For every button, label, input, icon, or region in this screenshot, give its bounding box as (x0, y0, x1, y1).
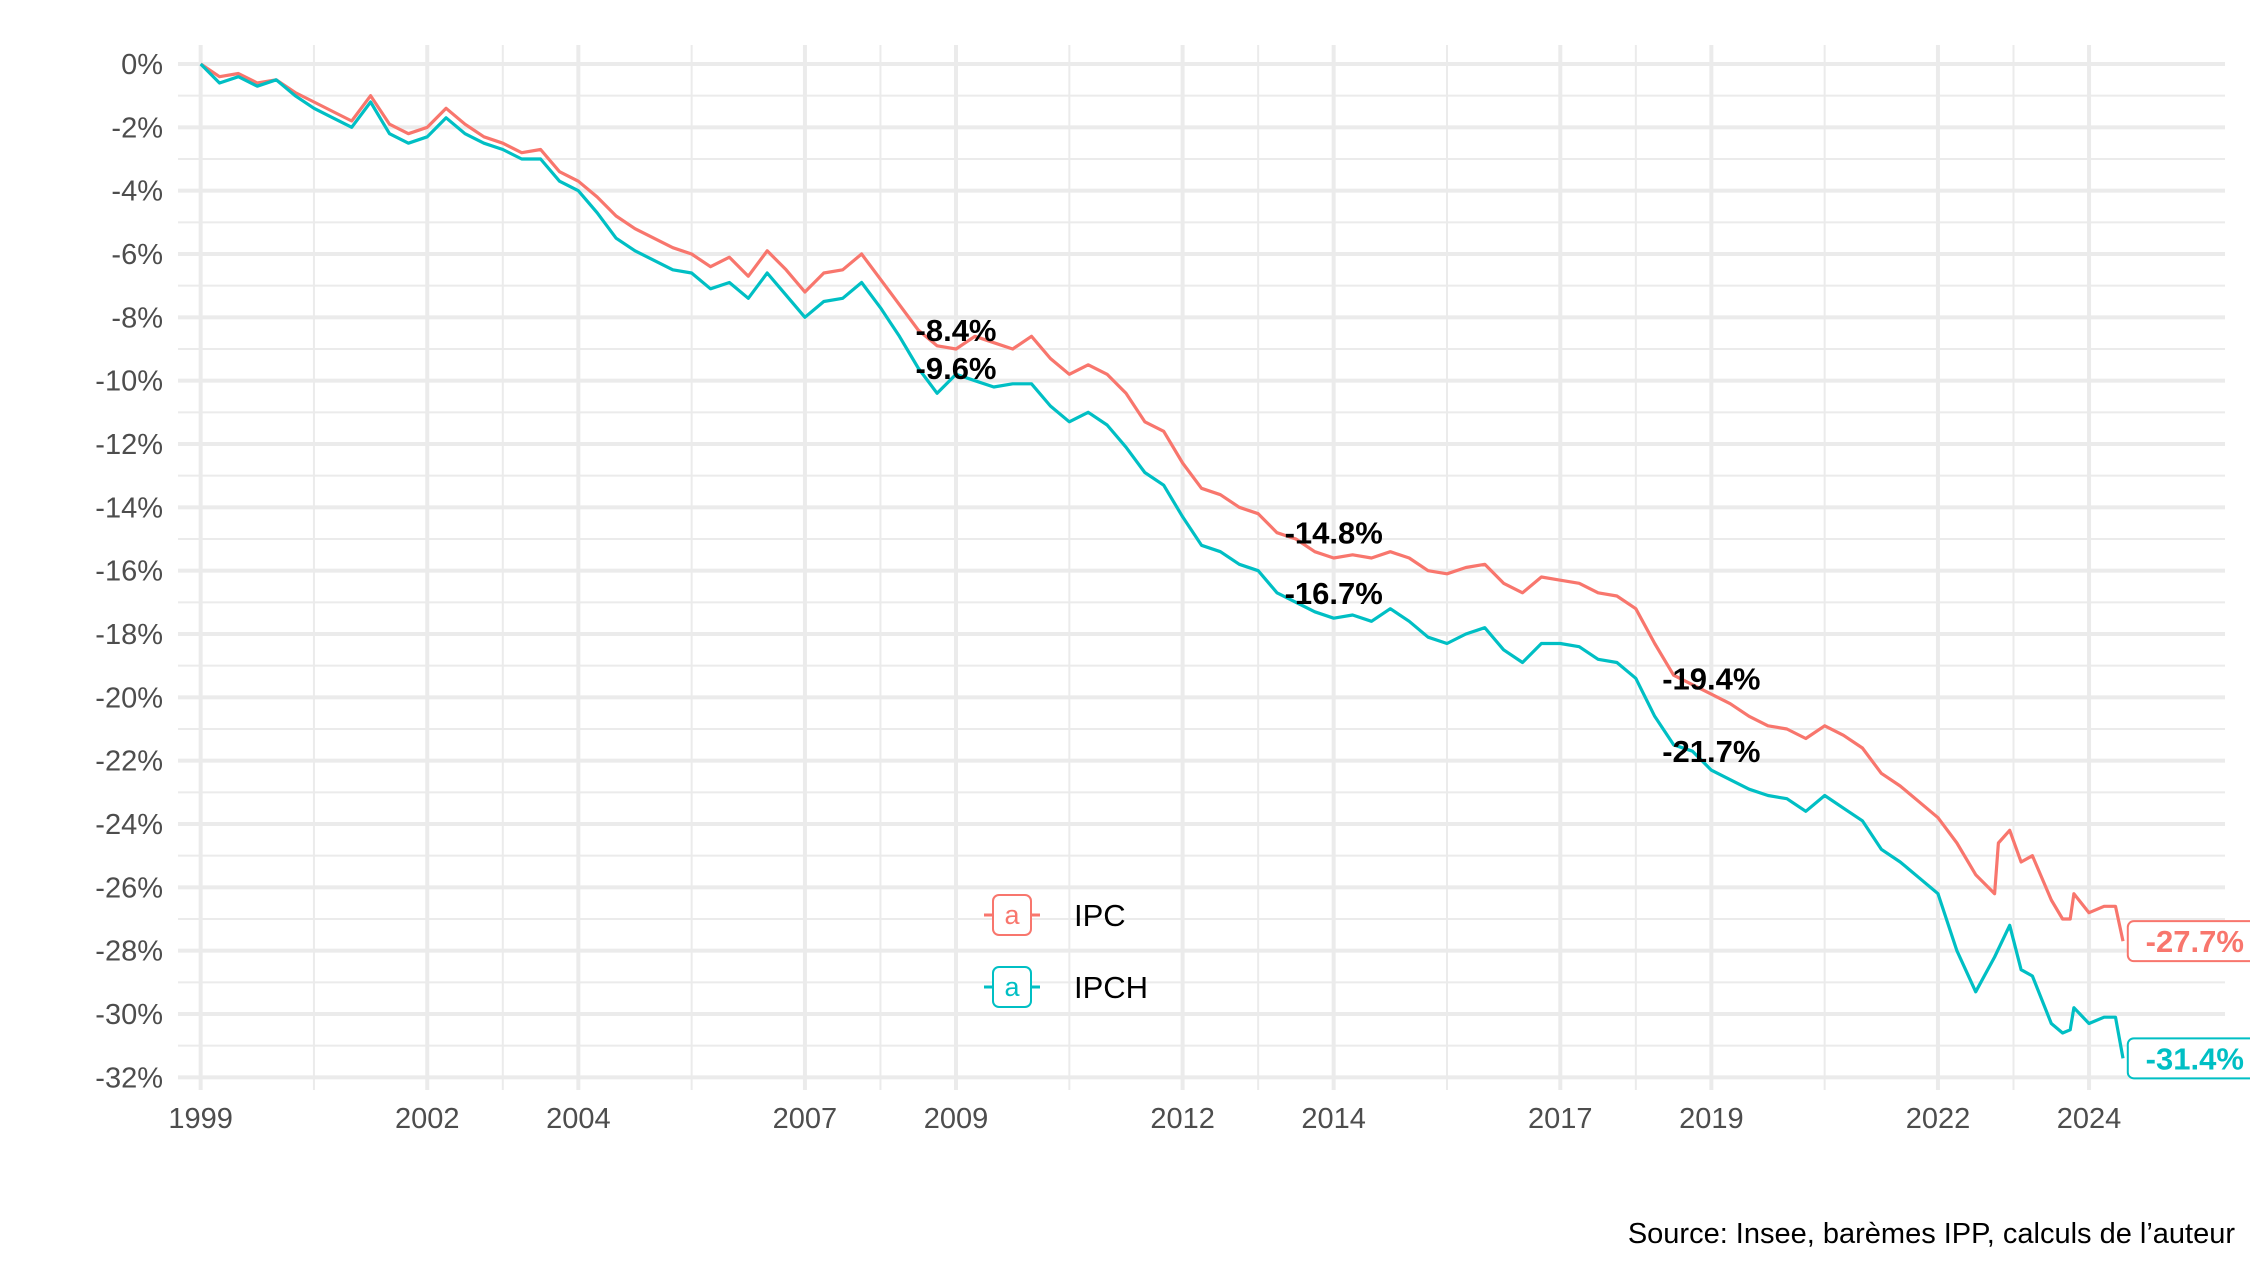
x-tick-label: 2014 (1301, 1103, 1366, 1135)
y-tick-label: -32% (95, 1062, 163, 1094)
x-tick-label: 2002 (395, 1103, 460, 1135)
x-tick-label: 2012 (1150, 1103, 1215, 1135)
end-label-ipch: -31.4% (2146, 1041, 2244, 1076)
y-tick-label: -16% (95, 556, 163, 588)
gridlines (178, 45, 2225, 1090)
y-tick-label: -14% (95, 492, 163, 524)
annotation-label: -8.4% (916, 313, 997, 348)
chart-caption: Source: Insee, barèmes IPP, calculs de l… (1628, 1218, 2236, 1250)
x-tick-label: 2022 (1906, 1103, 1971, 1135)
x-tick-label: 2017 (1528, 1103, 1593, 1135)
legend-key-box (992, 966, 1032, 1008)
series-line-ipch (199, 62, 2125, 1059)
end-label-ipc: -27.7% (2146, 924, 2244, 959)
y-tick-label: -10% (95, 366, 163, 398)
x-tick-label: 2019 (1679, 1103, 1744, 1135)
y-axis: 0% -2% -4% -6% -8% -10% -12% -14% -16% -18% -20% -2… (95, 49, 163, 1094)
y-tick-label: -20% (95, 682, 163, 714)
legend-key-box (992, 894, 1032, 936)
legend-label-ipc: IPC (1074, 898, 1126, 933)
y-tick-label: 0% (121, 49, 163, 81)
annotation-label: -21.7% (1662, 734, 1760, 769)
x-tick-label: 2004 (546, 1103, 611, 1135)
y-tick-label: -26% (95, 872, 163, 904)
y-tick-label: -2% (111, 112, 163, 144)
end-label-box (2126, 1037, 2250, 1080)
x-tick-label: 2007 (773, 1103, 838, 1135)
series-line-ipc (199, 62, 2125, 942)
end-label-box (2126, 920, 2250, 963)
annotation-label: -16.7% (1285, 576, 1383, 611)
y-tick-label: -22% (95, 746, 163, 778)
legend: a IPC a IPCH (984, 894, 1148, 1008)
x-tick-label: 2009 (924, 1103, 989, 1135)
x-axis: 1999 2002 2004 2007 2009 2012 2014 2017 2019 2022… (168, 1103, 2121, 1135)
series-lines (199, 62, 2125, 1059)
annotations: -8.4%-9.6% -14.8% -16.7% -19.4% -21.7% (916, 313, 1761, 769)
y-tick-label: -24% (95, 809, 163, 841)
y-tick-label: -8% (111, 302, 163, 334)
end-labels: -27.7% -31.4% (2126, 920, 2250, 1080)
y-tick-label: -18% (95, 619, 163, 651)
annotation-label: -9.6% (916, 351, 997, 386)
annotation-label: -19.4% (1662, 661, 1760, 696)
y-tick-label: -28% (95, 936, 163, 968)
legend-key-glyph: a (1004, 972, 1020, 1002)
y-tick-label: -30% (95, 999, 163, 1031)
legend-label-ipch: IPCH (1074, 970, 1148, 1005)
y-tick-label: -4% (111, 176, 163, 208)
x-tick-label: 2024 (2057, 1103, 2122, 1135)
y-tick-label: -6% (111, 239, 163, 271)
x-tick-label: 1999 (168, 1103, 233, 1135)
legend-key-glyph: a (1004, 900, 1020, 930)
annotation-label: -14.8% (1285, 516, 1383, 551)
y-tick-label: -12% (95, 429, 163, 461)
